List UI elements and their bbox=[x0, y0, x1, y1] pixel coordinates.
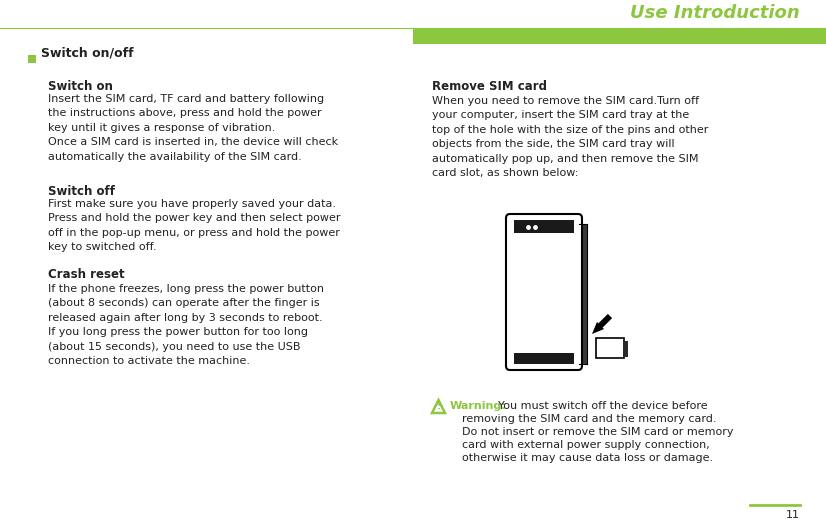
FancyBboxPatch shape bbox=[506, 214, 582, 370]
Text: removing the SIM card and the memory card.: removing the SIM card and the memory car… bbox=[462, 414, 716, 424]
Text: If the phone freezes, long press the power button
(about 8 seconds) can operate : If the phone freezes, long press the pow… bbox=[48, 284, 324, 366]
Text: Use Introduction: Use Introduction bbox=[630, 4, 800, 22]
Text: otherwise it may cause data loss or damage.: otherwise it may cause data loss or dama… bbox=[462, 453, 713, 463]
Text: Insert the SIM card, TF card and battery following
the instructions above, press: Insert the SIM card, TF card and battery… bbox=[48, 94, 338, 162]
Bar bbox=[596, 338, 624, 358]
Bar bbox=[514, 220, 574, 233]
Text: Switch on: Switch on bbox=[48, 80, 113, 93]
Text: Switch off: Switch off bbox=[48, 185, 115, 198]
Bar bbox=[579, 224, 587, 364]
Bar bbox=[28, 55, 36, 63]
Text: Do not insert or remove the SIM card or memory: Do not insert or remove the SIM card or … bbox=[462, 427, 733, 437]
Bar bbox=[413, 28, 826, 44]
Text: Remove SIM card: Remove SIM card bbox=[432, 80, 547, 93]
Text: 11: 11 bbox=[786, 510, 800, 520]
Text: First make sure you have properly saved your data.
Press and hold the power key : First make sure you have properly saved … bbox=[48, 199, 340, 252]
Bar bbox=[624, 341, 628, 357]
Bar bbox=[514, 353, 574, 364]
Text: card with external power supply connection,: card with external power supply connecti… bbox=[462, 440, 710, 450]
Text: You must switch off the device before: You must switch off the device before bbox=[498, 401, 708, 411]
Text: !: ! bbox=[436, 402, 440, 411]
Text: Warning:: Warning: bbox=[450, 401, 506, 411]
Text: When you need to remove the SIM card.Turn off
your computer, insert the SIM card: When you need to remove the SIM card.Tur… bbox=[432, 96, 709, 178]
Text: Crash reset: Crash reset bbox=[48, 268, 125, 281]
Text: Switch on/off: Switch on/off bbox=[41, 46, 134, 59]
Polygon shape bbox=[592, 314, 612, 334]
